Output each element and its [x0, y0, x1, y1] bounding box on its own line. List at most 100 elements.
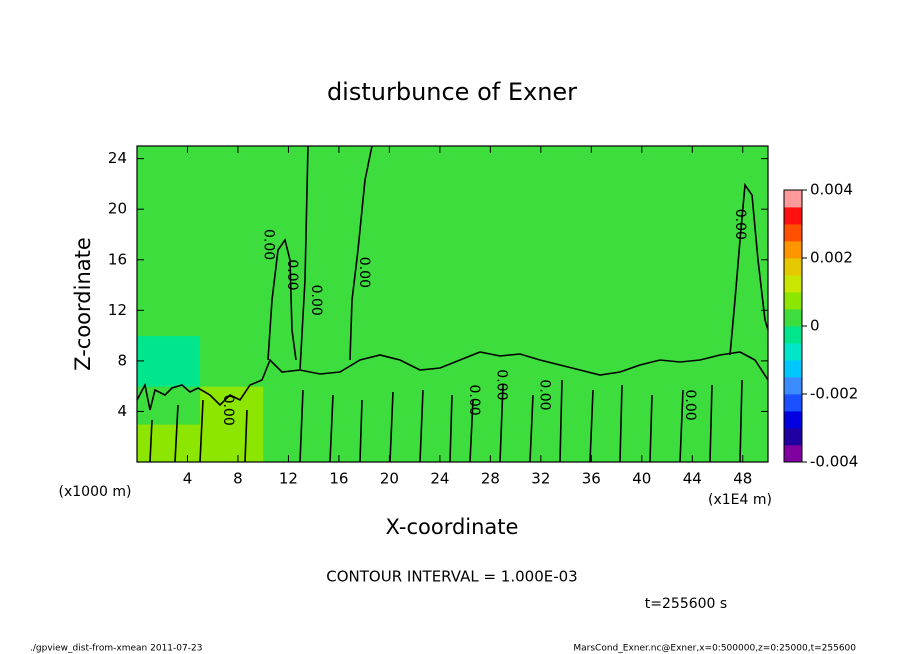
- x-tick-label: 12: [279, 470, 298, 488]
- colorbar-tick-label: 0.004: [810, 181, 853, 199]
- contour-line: [136, 351, 769, 411]
- field-cell: [137, 335, 201, 387]
- colorbar-tick-label: -0.002: [810, 385, 858, 403]
- field-cell: [578, 386, 643, 425]
- field-cell: [200, 424, 264, 463]
- x-tick-label: 36: [582, 470, 601, 488]
- footer-right: MarsCond_Exner.nc@Exner,x=0:500000,z=0:2…: [573, 644, 856, 654]
- field-cell: [137, 424, 201, 463]
- field-cell: [389, 335, 453, 387]
- x-tick-label: 44: [683, 470, 702, 488]
- colorbar-swatch: [784, 241, 802, 259]
- contour-lines: [136, 145, 769, 463]
- contour-label: 0.00: [537, 379, 553, 410]
- field-cell: [641, 424, 706, 463]
- field-cell: [263, 424, 327, 463]
- x-tick-label: 24: [430, 470, 449, 488]
- field-cell: [452, 424, 517, 463]
- y-tick-label: 8: [117, 351, 127, 369]
- y-tick-label: 20: [108, 200, 127, 218]
- field-cell: [452, 146, 517, 337]
- colorbar-tick-label: 0.002: [810, 249, 853, 267]
- field-cell: [263, 386, 327, 425]
- field-cell: [137, 146, 201, 337]
- field-cell: [578, 424, 643, 463]
- colorbar-swatch: [784, 343, 802, 361]
- plot-frame: [136, 145, 769, 463]
- field-cell: [578, 146, 643, 337]
- x-tick-label: 20: [380, 470, 399, 488]
- colorbar-swatch: [784, 207, 802, 225]
- x-tick-label: 48: [733, 470, 752, 488]
- y-axis-label: Z-coordinate: [71, 237, 95, 371]
- contour-label: 0.00: [494, 369, 510, 400]
- colorbar-tick-label: 0: [810, 317, 820, 335]
- x-tick-label: 4: [183, 470, 193, 488]
- contour-label: 0.00: [308, 285, 324, 316]
- colorbar-swatch: [784, 411, 802, 429]
- field-cell: [704, 146, 769, 337]
- x-axis-label: X-coordinate: [386, 515, 519, 539]
- y-tick-label: 16: [108, 250, 127, 268]
- y-unit: (x1000 m): [59, 484, 132, 500]
- chart-title: disturbunce of Exner: [327, 78, 577, 106]
- time-label: t=255600 s: [645, 596, 727, 612]
- field-cell: [326, 424, 390, 463]
- contour-label: 0.00: [356, 257, 372, 288]
- field-cell: [641, 146, 706, 337]
- contour-interval: CONTOUR INTERVAL = 1.000E-03: [326, 568, 577, 586]
- field-cell: [704, 386, 769, 425]
- colorbar-swatch: [784, 292, 802, 310]
- field-cell: [263, 335, 327, 387]
- x-tick-label: 40: [632, 470, 651, 488]
- field-cell: [704, 424, 769, 463]
- colorbar-tick-label: -0.004: [810, 453, 858, 471]
- contour-label: 0.00: [260, 229, 276, 260]
- field-cell: [452, 335, 517, 387]
- field-cell: [200, 386, 264, 425]
- contour-label: 0.00: [284, 259, 300, 290]
- contour-line: [267, 238, 297, 361]
- colorbar-swatch: [784, 190, 802, 208]
- field-cell: [704, 335, 769, 387]
- field-cell: [200, 335, 264, 387]
- colorbar-swatch: [784, 258, 802, 276]
- colorbar-swatch: [784, 326, 802, 344]
- field-cell: [326, 386, 390, 425]
- colorbar-swatch: [784, 360, 802, 378]
- x-tick-label: 8: [233, 470, 243, 488]
- field-cell: [200, 146, 264, 337]
- field-cell: [515, 424, 580, 463]
- field-cell: [578, 335, 643, 387]
- x-tick-label: 32: [531, 470, 550, 488]
- y-tick-label: 4: [117, 402, 127, 420]
- y-tick-label: 12: [108, 301, 127, 319]
- colorbar-swatch: [784, 377, 802, 395]
- field-cell: [515, 146, 580, 337]
- contour-label: 0.00: [732, 209, 748, 240]
- contour-label: 0.00: [466, 384, 482, 415]
- field-cell: [452, 386, 517, 425]
- x-tick-label: 28: [481, 470, 500, 488]
- colorbar-swatch: [784, 224, 802, 242]
- colorbar-swatch: [784, 428, 802, 446]
- contour-label: 0.00: [220, 395, 236, 426]
- y-tick-label: 24: [108, 149, 127, 167]
- field-cell: [515, 386, 580, 425]
- x-unit: (x1E4 m): [708, 492, 772, 508]
- field-layer: [137, 146, 769, 463]
- colorbar-swatch: [784, 309, 802, 327]
- field-cell: [389, 146, 453, 337]
- colorbar-swatch: [784, 275, 802, 293]
- footer-left: ./gpview_dist-from-xmean 2011-07-23: [30, 644, 202, 654]
- x-tick-label: 16: [329, 470, 348, 488]
- contour-line: [349, 145, 373, 361]
- contour-line: [299, 145, 309, 371]
- colorbar-swatch: [784, 445, 802, 463]
- colorbar-swatch: [784, 394, 802, 412]
- contour-line: [149, 379, 743, 463]
- contour-label: 0.00: [682, 390, 698, 421]
- field-cell: [263, 146, 327, 337]
